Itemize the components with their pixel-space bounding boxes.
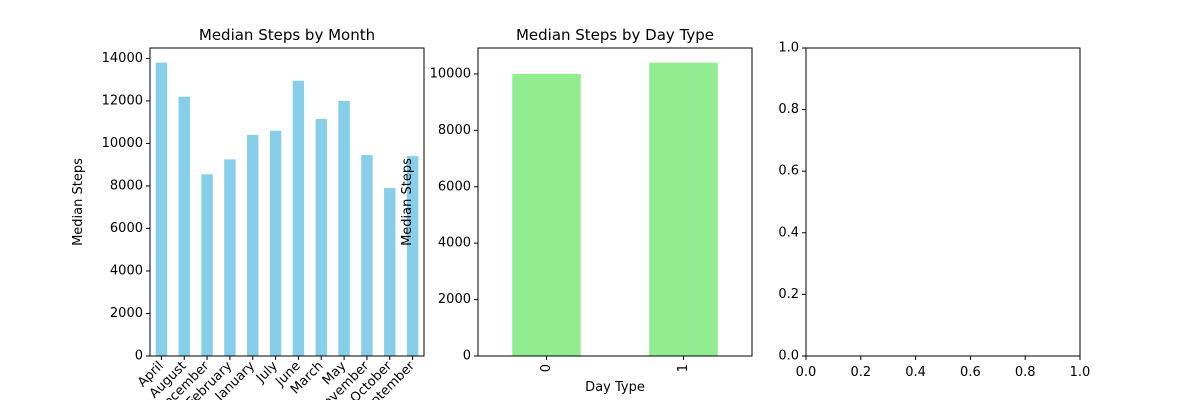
axes: 0.0 0.2 0.4 0.6 0.8 1.0 0.0 0.2 0.4 0.6 0.8 1.0 <box>778 41 1090 381</box>
y-tick-label: 0 <box>463 349 471 364</box>
axes: 0 2000 4000 6000 8000 10000 0 1 Median Steps by … <box>400 26 753 395</box>
axes-frame <box>477 47 753 357</box>
x-tick-label: 0.6 <box>960 365 981 380</box>
x-tick-label: 0.0 <box>796 365 817 380</box>
bar <box>649 62 718 357</box>
x-axis-label: Day Type <box>585 380 645 395</box>
bar <box>178 96 190 356</box>
y-axis-label: Median Steps <box>400 158 415 246</box>
bar <box>201 174 213 356</box>
axes-frame <box>805 47 1081 357</box>
bar <box>315 118 327 356</box>
axes: 02000400060008000100001200014000AprilAug… <box>71 26 425 400</box>
y-tick-label: 10000 <box>430 66 471 81</box>
y-tick-label: 0.4 <box>778 225 799 240</box>
y-tick-label: 4000 <box>438 236 471 251</box>
y-axis-label: Median Steps <box>71 158 86 246</box>
y-tick-label: 0.8 <box>778 102 799 117</box>
y-tick-label: 2000 <box>438 292 471 307</box>
y-tick-label: 0 <box>135 349 143 364</box>
y-tick-label: 0.0 <box>778 349 799 364</box>
y-tick-label: 1.0 <box>778 41 799 56</box>
y-tick-label: 4000 <box>110 263 143 278</box>
y-tick-label: 10000 <box>102 136 143 151</box>
bar <box>247 134 259 356</box>
x-tick-label: 0.8 <box>1015 365 1036 380</box>
bar <box>155 62 168 357</box>
y-tick-label: 0.6 <box>778 164 799 179</box>
y-tick-label: 6000 <box>110 221 143 236</box>
bar <box>361 155 373 356</box>
x-tick-label: 1.0 <box>1070 365 1091 380</box>
axes-frame <box>149 47 425 357</box>
y-tick-label: 6000 <box>438 179 471 194</box>
y-tick-label: 0.2 <box>778 287 799 302</box>
bar <box>224 159 236 356</box>
bar <box>512 73 581 356</box>
x-tick-label: 1 <box>676 364 691 372</box>
y-tick-label: 14000 <box>102 51 143 66</box>
x-tick-label: 0.2 <box>850 365 871 380</box>
x-tick-label: 0.4 <box>905 365 926 380</box>
bar <box>292 80 305 356</box>
bar <box>384 188 396 356</box>
y-tick-label: 8000 <box>110 178 143 193</box>
chart-title: Median Steps by Month <box>199 26 375 44</box>
x-tick-label: 0 <box>539 364 554 372</box>
bar <box>269 130 282 356</box>
y-tick-label: 8000 <box>438 123 471 138</box>
bar <box>338 100 350 356</box>
y-tick-label: 12000 <box>102 93 143 108</box>
chart-title: Median Steps by Day Type <box>516 26 714 44</box>
bar <box>406 156 419 356</box>
y-tick-label: 2000 <box>110 306 143 321</box>
